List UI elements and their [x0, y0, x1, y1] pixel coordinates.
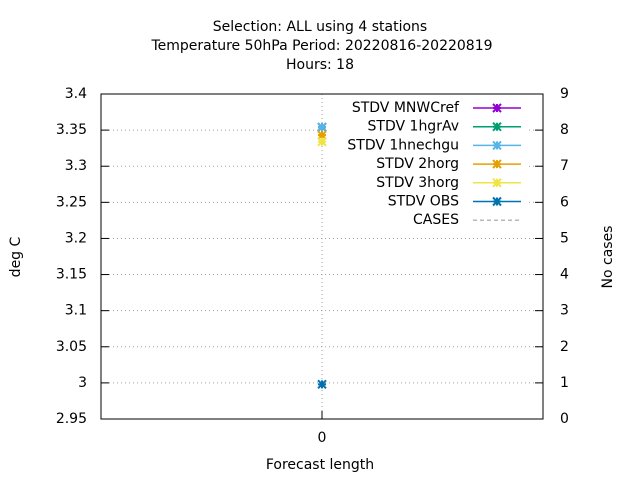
y2-tick-label: 8 [560, 122, 569, 138]
data-point [317, 122, 327, 132]
legend-label: STDV 2horg [376, 156, 459, 172]
legend-background [329, 211, 529, 230]
y-tick-label: 3.1 [65, 303, 87, 319]
legend-background [329, 117, 529, 137]
legend-marker [492, 178, 502, 188]
legend-label: STDV OBS [388, 194, 459, 210]
y2-tick-label: 0 [560, 411, 569, 427]
y2-tick-label: 6 [560, 194, 569, 210]
legend-label: STDV 3horg [376, 175, 459, 191]
y2-tick-label: 3 [560, 303, 569, 319]
y2-axis-label: No cases [600, 226, 616, 289]
y2-tick-label: 2 [560, 339, 569, 355]
chart-title: Selection: ALL using 4 stations [213, 19, 427, 35]
y-axis-label: deg C [8, 236, 24, 277]
x-tick-label: 0 [318, 430, 327, 446]
y-tick-label: 3.25 [56, 194, 87, 210]
y-tick-label: 3.3 [65, 158, 87, 174]
legend-background [329, 155, 529, 174]
legend-label: STDV MNWCref [352, 100, 460, 116]
y-tick-label: 3.4 [65, 86, 87, 102]
data-point [317, 379, 327, 390]
legend-background [329, 136, 529, 156]
y2-tick-label: 4 [560, 267, 569, 283]
y2-tick-label: 9 [560, 86, 569, 102]
y-tick-label: 3.35 [56, 122, 87, 138]
chart-title: Hours: 18 [286, 57, 354, 73]
y-tick-label: 3.2 [65, 230, 87, 246]
legend-label: STDV 1hnechgu [347, 137, 459, 153]
plot-frame [100, 93, 544, 420]
y2-tick-label: 7 [560, 158, 569, 174]
y-tick-label: 2.95 [56, 411, 87, 427]
legend-background [329, 192, 529, 212]
legend-background [329, 173, 529, 193]
y-tick-label: 3.05 [56, 339, 87, 355]
y2-tick-label: 5 [560, 230, 569, 246]
y-tick-label: 3.15 [56, 267, 87, 283]
legend-label: CASES [413, 212, 459, 228]
data-point [317, 130, 327, 140]
legend-marker [492, 196, 502, 207]
data-point [317, 136, 327, 147]
y2-tick-label: 1 [560, 375, 569, 391]
y-tick-label: 3 [78, 375, 87, 391]
legend-marker [492, 103, 502, 113]
legend-marker [492, 121, 502, 132]
legend-label: STDV 1hgrAv [368, 119, 459, 135]
chart-title: Temperature 50hPa Period: 20220816-20220… [150, 38, 492, 54]
legend-marker [492, 140, 502, 151]
x-axis-label: Forecast length [266, 457, 374, 473]
legend-marker [492, 159, 502, 169]
legend-background [329, 99, 529, 118]
